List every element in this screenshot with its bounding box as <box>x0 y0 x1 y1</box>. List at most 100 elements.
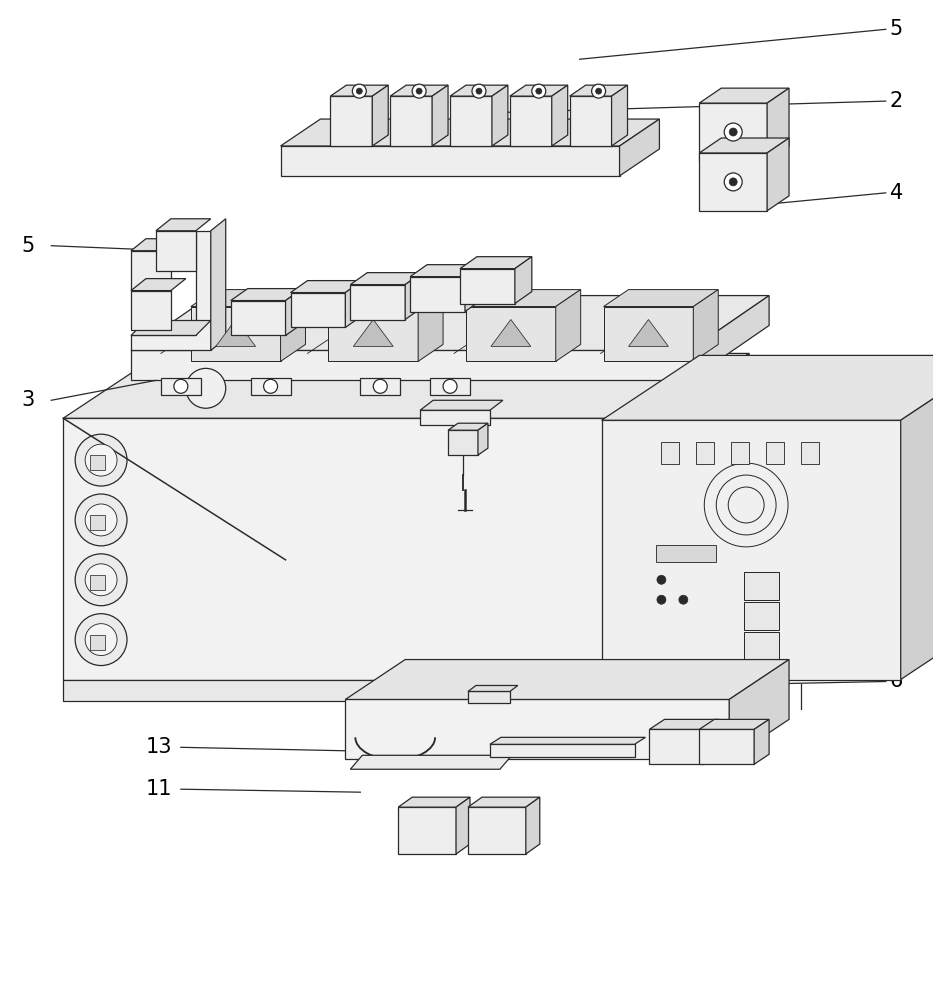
Polygon shape <box>64 353 749 418</box>
Polygon shape <box>90 635 106 650</box>
Polygon shape <box>700 719 769 729</box>
Polygon shape <box>466 307 556 361</box>
Polygon shape <box>216 320 256 346</box>
Polygon shape <box>651 615 749 701</box>
Polygon shape <box>280 119 659 146</box>
Polygon shape <box>700 153 767 211</box>
Circle shape <box>75 554 127 606</box>
Polygon shape <box>280 146 619 176</box>
Polygon shape <box>510 85 568 96</box>
Polygon shape <box>754 719 769 764</box>
Polygon shape <box>510 96 552 146</box>
Text: 6: 6 <box>890 671 903 691</box>
Polygon shape <box>373 85 389 146</box>
Polygon shape <box>156 231 196 271</box>
Polygon shape <box>526 797 540 854</box>
Text: 14: 14 <box>890 582 916 602</box>
Text: 5: 5 <box>890 19 903 39</box>
Text: 13: 13 <box>146 737 173 757</box>
Polygon shape <box>331 96 373 146</box>
Polygon shape <box>191 290 305 307</box>
Polygon shape <box>353 320 393 346</box>
Text: 3: 3 <box>21 390 35 410</box>
Polygon shape <box>286 289 303 335</box>
Polygon shape <box>131 350 689 380</box>
Polygon shape <box>420 410 490 425</box>
Polygon shape <box>346 660 789 699</box>
Polygon shape <box>704 719 719 764</box>
Polygon shape <box>329 290 443 307</box>
Polygon shape <box>410 265 482 277</box>
Polygon shape <box>744 632 779 660</box>
Text: 5: 5 <box>21 236 35 256</box>
Text: 33: 33 <box>890 525 916 545</box>
Polygon shape <box>767 88 789 161</box>
Polygon shape <box>131 239 186 251</box>
Text: 12: 12 <box>890 642 916 662</box>
Circle shape <box>724 173 743 191</box>
Circle shape <box>352 84 366 98</box>
Text: 2: 2 <box>890 91 903 111</box>
Polygon shape <box>570 85 628 96</box>
Polygon shape <box>731 442 749 464</box>
Polygon shape <box>744 572 779 600</box>
Polygon shape <box>450 96 492 146</box>
Polygon shape <box>900 355 934 680</box>
Polygon shape <box>290 293 346 327</box>
Polygon shape <box>700 729 754 764</box>
Circle shape <box>186 368 226 408</box>
Polygon shape <box>450 85 508 96</box>
Polygon shape <box>603 307 693 361</box>
Polygon shape <box>466 290 581 307</box>
Polygon shape <box>767 138 789 211</box>
Polygon shape <box>290 281 362 293</box>
Polygon shape <box>468 685 517 691</box>
Text: 4: 4 <box>890 183 903 203</box>
Polygon shape <box>390 85 448 96</box>
Polygon shape <box>801 442 819 464</box>
Circle shape <box>75 434 127 486</box>
Circle shape <box>657 575 666 584</box>
Circle shape <box>75 494 127 546</box>
Polygon shape <box>468 797 540 807</box>
Polygon shape <box>556 290 581 361</box>
Polygon shape <box>700 138 789 153</box>
Polygon shape <box>280 290 305 361</box>
Polygon shape <box>603 290 718 307</box>
Text: 11: 11 <box>146 779 173 799</box>
Polygon shape <box>456 797 470 854</box>
Polygon shape <box>689 296 769 380</box>
Polygon shape <box>448 430 478 455</box>
Polygon shape <box>350 285 405 320</box>
Polygon shape <box>131 251 171 291</box>
Polygon shape <box>398 807 456 854</box>
Polygon shape <box>649 729 704 764</box>
Circle shape <box>531 84 545 98</box>
Polygon shape <box>410 277 465 312</box>
Polygon shape <box>448 423 488 430</box>
Polygon shape <box>700 103 767 161</box>
Polygon shape <box>552 85 568 146</box>
Polygon shape <box>211 219 226 350</box>
Polygon shape <box>515 257 531 304</box>
Polygon shape <box>64 418 651 680</box>
Polygon shape <box>697 442 715 464</box>
Polygon shape <box>744 602 779 630</box>
Polygon shape <box>612 85 628 146</box>
Polygon shape <box>346 699 729 759</box>
Polygon shape <box>478 423 488 455</box>
Polygon shape <box>250 378 290 395</box>
Polygon shape <box>64 680 651 701</box>
Polygon shape <box>629 320 669 346</box>
Circle shape <box>374 379 388 393</box>
Circle shape <box>591 84 605 98</box>
Polygon shape <box>649 719 719 729</box>
Polygon shape <box>131 291 171 330</box>
Polygon shape <box>766 442 784 464</box>
Circle shape <box>536 88 542 94</box>
Polygon shape <box>431 378 470 395</box>
Circle shape <box>679 595 687 604</box>
Text: 32: 32 <box>890 480 916 500</box>
Polygon shape <box>390 96 432 146</box>
Polygon shape <box>460 257 531 269</box>
